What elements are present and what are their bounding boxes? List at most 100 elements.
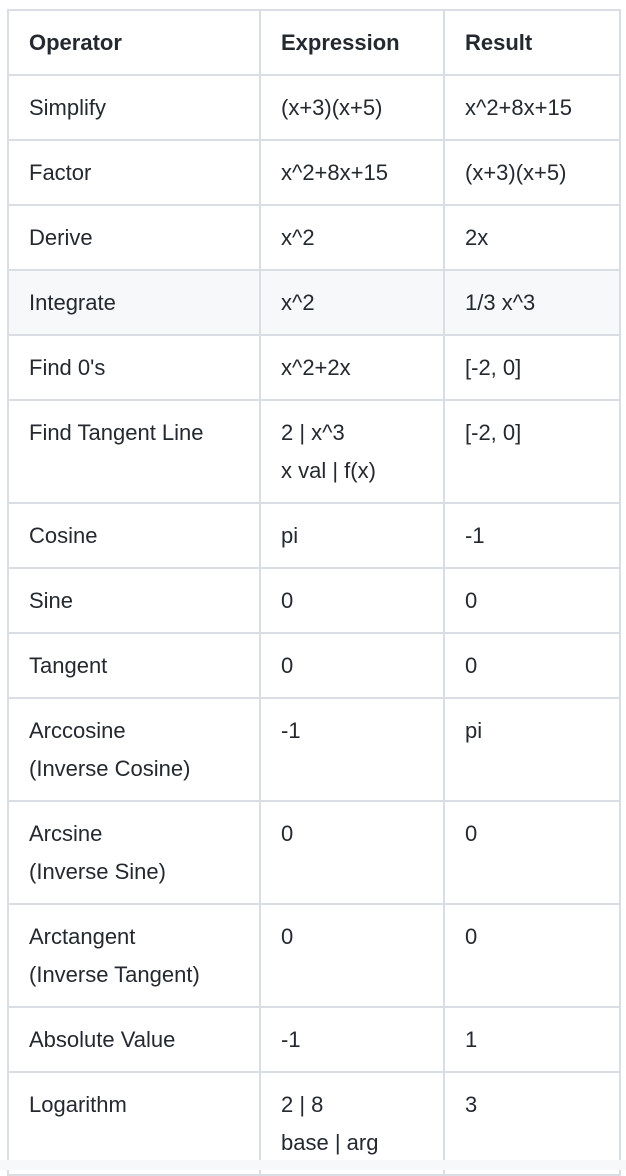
table-row: Sine 0 0 bbox=[7, 567, 621, 634]
expression-cell: x^2 bbox=[259, 269, 445, 336]
operator-cell: Find Tangent Line bbox=[7, 399, 261, 504]
expression-text: 0 bbox=[281, 924, 294, 949]
expression-cell: -1 bbox=[259, 1006, 445, 1073]
operator-text: Arccosine bbox=[29, 718, 126, 743]
operator-cell: Arccosine (Inverse Cosine) bbox=[7, 697, 261, 802]
operator-subtext: (Inverse Sine) bbox=[29, 859, 166, 884]
expression-cell: 2 | 8 base | arg bbox=[259, 1071, 445, 1176]
result-cell: (x+3)(x+5) bbox=[443, 139, 621, 206]
operator-text: Find 0's bbox=[29, 355, 106, 380]
result-cell: [-2, 0] bbox=[443, 334, 621, 401]
expression-text: -1 bbox=[281, 1027, 301, 1052]
expression-cell: pi bbox=[259, 502, 445, 569]
table-row: Arcsine (Inverse Sine) 0 0 bbox=[7, 800, 621, 905]
expression-cell: 2 | x^3 x val | f(x) bbox=[259, 399, 445, 504]
result-cell: -1 bbox=[443, 502, 621, 569]
result-cell: 0 bbox=[443, 800, 621, 905]
result-text: [-2, 0] bbox=[465, 355, 522, 380]
table-row: Factor x^2+8x+15 (x+3)(x+5) bbox=[7, 139, 621, 206]
result-text: 0 bbox=[465, 588, 478, 613]
operator-text: Absolute Value bbox=[29, 1027, 176, 1052]
operators-table: Operator Expression Result Simplify (x+3… bbox=[7, 9, 621, 1176]
operator-cell: Arctangent (Inverse Tangent) bbox=[7, 903, 261, 1008]
result-cell: 2x bbox=[443, 204, 621, 271]
result-cell: 1/3 x^3 bbox=[443, 269, 621, 336]
expression-text: x^2 bbox=[281, 225, 315, 250]
header-expression: Expression bbox=[259, 9, 445, 76]
table-row: Arctangent (Inverse Tangent) 0 0 bbox=[7, 903, 621, 1008]
operator-text: Simplify bbox=[29, 95, 107, 120]
result-text: 3 bbox=[465, 1092, 478, 1117]
operator-text: Derive bbox=[29, 225, 93, 250]
header-result: Result bbox=[443, 9, 621, 76]
table-row: Find Tangent Line 2 | x^3 x val | f(x) [… bbox=[7, 399, 621, 504]
operator-subtext: (Inverse Tangent) bbox=[29, 962, 200, 987]
result-text: -1 bbox=[465, 523, 485, 548]
table-row: Arccosine (Inverse Cosine) -1 pi bbox=[7, 697, 621, 802]
operator-cell: Derive bbox=[7, 204, 261, 271]
expression-text: 0 bbox=[281, 588, 294, 613]
operator-text: Arcsine bbox=[29, 821, 103, 846]
table-row: Simplify (x+3)(x+5) x^2+8x+15 bbox=[7, 74, 621, 141]
result-text: 2x bbox=[465, 225, 489, 250]
operator-text: Find Tangent Line bbox=[29, 420, 204, 445]
operator-subtext: (Inverse Cosine) bbox=[29, 756, 191, 781]
result-text: 0 bbox=[465, 653, 478, 678]
expression-text: -1 bbox=[281, 718, 301, 743]
expression-cell: x^2+2x bbox=[259, 334, 445, 401]
result-text: 1/3 x^3 bbox=[465, 290, 536, 315]
result-cell: 1 bbox=[443, 1006, 621, 1073]
operator-text: Integrate bbox=[29, 290, 116, 315]
table-row: Cosine pi -1 bbox=[7, 502, 621, 569]
expression-cell: x^2 bbox=[259, 204, 445, 271]
operator-cell: Cosine bbox=[7, 502, 261, 569]
table-header-row: Operator Expression Result bbox=[7, 9, 621, 76]
table-row: Find 0's x^2+2x [-2, 0] bbox=[7, 334, 621, 401]
header-operator: Operator bbox=[7, 9, 261, 76]
expression-cell: 0 bbox=[259, 903, 445, 1008]
operator-text: Tangent bbox=[29, 653, 108, 678]
expression-text: 2 | x^3 bbox=[281, 420, 345, 445]
table-row: Absolute Value -1 1 bbox=[7, 1006, 621, 1073]
expression-cell: 0 bbox=[259, 632, 445, 699]
result-cell: 0 bbox=[443, 632, 621, 699]
result-cell: x^2+8x+15 bbox=[443, 74, 621, 141]
operator-cell: Find 0's bbox=[7, 334, 261, 401]
result-cell: 3 bbox=[443, 1071, 621, 1176]
operator-cell: Sine bbox=[7, 567, 261, 634]
result-text: [-2, 0] bbox=[465, 420, 522, 445]
table-row: Tangent 0 0 bbox=[7, 632, 621, 699]
operator-cell: Absolute Value bbox=[7, 1006, 261, 1073]
operator-text: Logarithm bbox=[29, 1092, 127, 1117]
operator-cell: Integrate bbox=[7, 269, 261, 336]
result-cell: [-2, 0] bbox=[443, 399, 621, 504]
page-bottom-strip bbox=[0, 1160, 626, 1170]
expression-text: x^2+8x+15 bbox=[281, 160, 388, 185]
result-text: x^2+8x+15 bbox=[465, 95, 572, 120]
expression-cell: 0 bbox=[259, 800, 445, 905]
expression-text: pi bbox=[281, 523, 299, 548]
operator-text: Arctangent bbox=[29, 924, 136, 949]
result-cell: 0 bbox=[443, 567, 621, 634]
expression-cell: -1 bbox=[259, 697, 445, 802]
expression-text: x^2 bbox=[281, 290, 315, 315]
expression-text: 0 bbox=[281, 821, 294, 846]
expression-subtext: base | arg bbox=[281, 1130, 379, 1155]
expression-cell: x^2+8x+15 bbox=[259, 139, 445, 206]
result-text: 0 bbox=[465, 924, 478, 949]
expression-subtext: x val | f(x) bbox=[281, 458, 376, 483]
result-text: pi bbox=[465, 718, 483, 743]
operator-text: Cosine bbox=[29, 523, 98, 548]
operator-text: Factor bbox=[29, 160, 92, 185]
expression-text: 0 bbox=[281, 653, 294, 678]
result-text: (x+3)(x+5) bbox=[465, 160, 567, 185]
table-row: Logarithm 2 | 8 base | arg 3 bbox=[7, 1071, 621, 1176]
result-cell: 0 bbox=[443, 903, 621, 1008]
result-cell: pi bbox=[443, 697, 621, 802]
expression-text: 2 | 8 bbox=[281, 1092, 324, 1117]
expression-text: (x+3)(x+5) bbox=[281, 95, 383, 120]
result-text: 1 bbox=[465, 1027, 478, 1052]
table-row: Derive x^2 2x bbox=[7, 204, 621, 271]
expression-cell: (x+3)(x+5) bbox=[259, 74, 445, 141]
operator-cell: Simplify bbox=[7, 74, 261, 141]
